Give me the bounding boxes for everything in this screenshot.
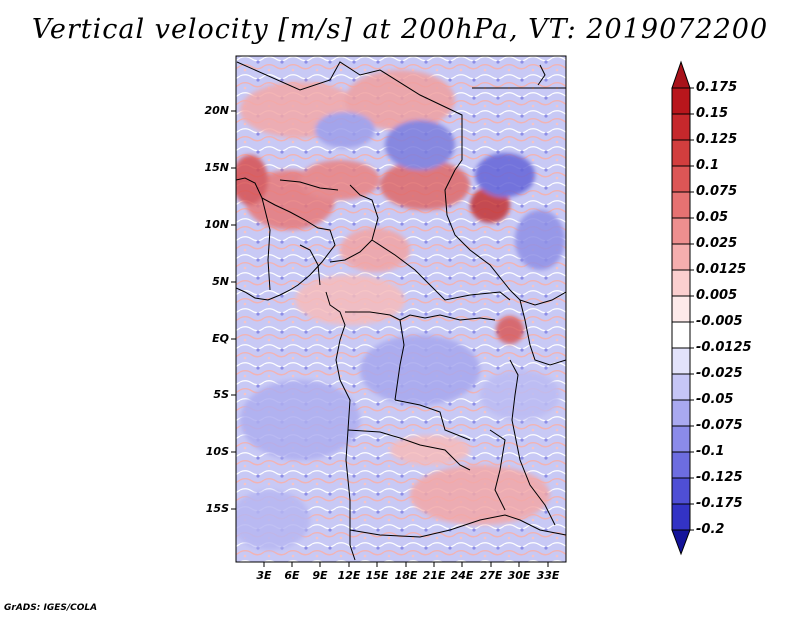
colorbar-label: -0.005: [696, 314, 743, 329]
colorbar-label: 0.175: [696, 80, 738, 95]
lat-label: 15S: [205, 502, 229, 515]
axis-ticks: [231, 110, 549, 567]
colorbar-label: 0.15: [696, 106, 729, 121]
lon-label: 18E: [394, 569, 418, 582]
colorbar-segment: [671, 347, 691, 375]
colorbar-label: 0.005: [696, 288, 738, 303]
lon-label: 30E: [507, 569, 531, 582]
lat-label: 10S: [205, 445, 229, 458]
colorbar-label: 0.0125: [696, 262, 747, 277]
lat-label: 5N: [212, 275, 229, 288]
colorbar-segment: [671, 191, 691, 219]
colorbar-segment: [671, 113, 691, 141]
velocity-field: [236, 56, 566, 562]
lon-label: 27E: [479, 569, 503, 582]
colorbar-label: -0.175: [696, 496, 743, 511]
lon-label: 9E: [312, 569, 328, 582]
colorbar-label: -0.2: [696, 522, 725, 537]
colorbar-segment: [671, 139, 691, 167]
colorbar-segment: [671, 503, 691, 531]
lon-label: 33E: [536, 569, 560, 582]
colorbar-label: 0.05: [696, 210, 729, 225]
lon-label: 12E: [337, 569, 361, 582]
lat-label: EQ: [212, 332, 229, 345]
colorbar-segment: [671, 399, 691, 427]
colorbar-label: -0.1: [696, 444, 725, 459]
colorbar-segment: [671, 243, 691, 271]
credit-text: GrADS: IGES/COLA: [4, 603, 98, 613]
chart-title: Vertical velocity [m/s] at 200hPa, VT: 2…: [31, 14, 769, 45]
colorbar-segment: [671, 425, 691, 453]
colorbar-segment: [671, 217, 691, 245]
colorbar-label: 0.025: [696, 236, 738, 251]
lat-label: 5S: [213, 388, 229, 401]
colorbar-segment: [671, 477, 691, 505]
colorbar: [671, 60, 694, 556]
colorbar-segment: [671, 87, 691, 115]
colorbar-label: -0.075: [696, 418, 743, 433]
colorbar-label: -0.125: [696, 470, 743, 485]
lat-label: 15N: [204, 161, 229, 174]
colorbar-bottom-arrow: [671, 529, 691, 556]
lon-label: 6E: [284, 569, 300, 582]
lat-label: 20N: [204, 104, 229, 117]
colorbar-label: 0.1: [696, 158, 720, 173]
colorbar-segment: [671, 165, 691, 193]
colorbar-segment: [671, 451, 691, 479]
colorbar-label: -0.0125: [696, 340, 752, 355]
colorbar-label: -0.05: [696, 392, 734, 407]
colorbar-label: 0.075: [696, 184, 738, 199]
colorbar-label: -0.025: [696, 366, 743, 381]
colorbar-top-arrow: [671, 60, 691, 89]
lon-label: 24E: [450, 569, 474, 582]
colorbar-segment: [671, 269, 691, 297]
colorbar-label: 0.125: [696, 132, 738, 147]
lon-label: 21E: [422, 569, 446, 582]
map-frame: [235, 55, 567, 563]
lat-label: 10N: [204, 218, 229, 231]
lon-label: 15E: [365, 569, 389, 582]
colorbar-segment: [671, 373, 691, 401]
colorbar-segment: [671, 321, 691, 349]
colorbar-segment: [671, 295, 691, 323]
lon-label: 3E: [256, 569, 272, 582]
